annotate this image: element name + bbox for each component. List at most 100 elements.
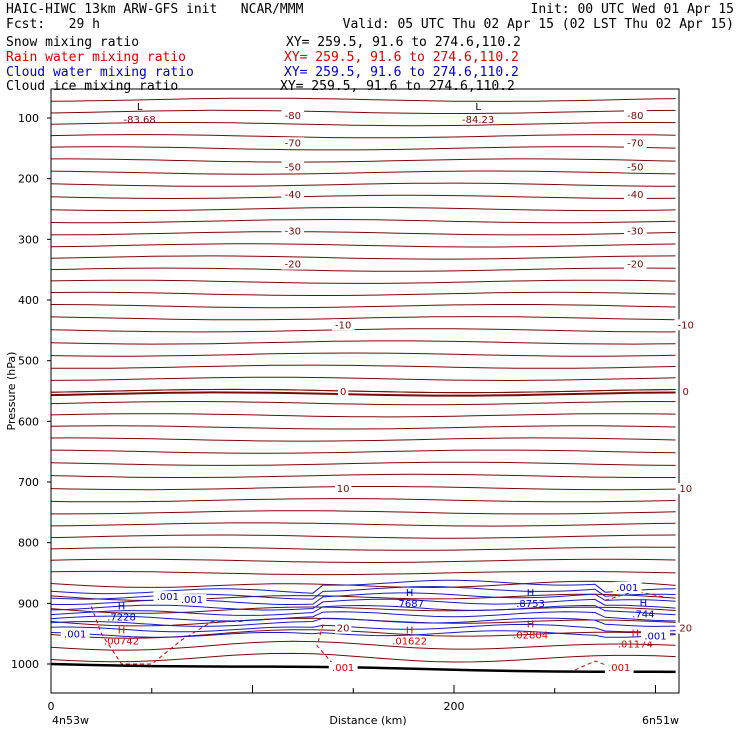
isotherm-line: [50, 328, 676, 333]
isotherm-line: [50, 170, 676, 175]
isotherm-line: [51, 158, 676, 163]
plot-frame: [50, 88, 680, 694]
isotherm-label-bg: [281, 225, 305, 237]
y-tick-label: 700: [18, 476, 39, 489]
isotherm-line: [50, 109, 676, 114]
isotherm-label: 20: [337, 624, 350, 635]
isotherm-line: [50, 652, 676, 663]
isotherm-label-bg: [331, 319, 355, 331]
isotherm-label-bg: [677, 483, 694, 495]
y-tick-label: 900: [18, 597, 39, 610]
isotherm-label: -50: [285, 163, 301, 174]
isotherm-line: [50, 243, 676, 248]
y-tick-label: 400: [18, 294, 39, 307]
isotherm-label-bg: [281, 258, 305, 270]
isotherm-label-bg: [334, 622, 352, 634]
isotherm-line: [50, 391, 676, 397]
isotherm-line: [50, 122, 676, 127]
forecast-hour: Fcst: 29 h: [6, 17, 100, 32]
isotherm-line: [50, 400, 676, 406]
high-marker: H: [406, 626, 414, 637]
isotherm-label-bg: [281, 188, 305, 200]
x-axis-label: Distance (km): [329, 714, 406, 727]
legend-snow-xy: XY= 259.5, 91.6 to 274.6,110.2: [286, 35, 521, 50]
y-tick-label: 800: [18, 537, 39, 550]
chart-labels: -80 -80 -70 -70 -50 -50 -40 -40 -30 -30 -20 -20 -10 -…: [60, 102, 698, 674]
high-marker: H: [527, 588, 535, 599]
isotherm-line: [50, 413, 676, 418]
valid-time: Valid: 05 UTC Thu 02 Apr 15 (02 LST Thu …: [342, 17, 734, 32]
isotherm-label-bg: [281, 110, 305, 121]
isotherm-label-bg: [624, 188, 647, 200]
x-endpoint-right: 6n51w: [642, 714, 679, 727]
isotherm-line: [50, 206, 676, 212]
isotherm-line: [50, 134, 676, 139]
isotherm-line: [50, 231, 676, 236]
isotherm-line: [50, 606, 676, 614]
legend-cloud-water: Cloud water mixing ratio: [6, 65, 194, 80]
y-tick-label: 600: [18, 415, 39, 428]
contour-value-label: .001: [616, 583, 638, 594]
high-marker: H: [527, 620, 535, 631]
isotherm-label-bg: [680, 386, 691, 398]
rain-water-contour: [90, 606, 243, 665]
isotherm-line: [50, 304, 676, 309]
legend-snow: Snow mixing ratio: [6, 35, 140, 50]
isotherm-line: [50, 146, 676, 151]
isotherm-label-bg: [677, 622, 694, 634]
y-axis: 100 200 300 400 500 600 700 800 900 1000: [11, 112, 51, 671]
contour-value-label-bg: [60, 628, 90, 640]
isotherm-label: -70: [627, 138, 643, 149]
contour-value-label-bg: [153, 591, 183, 603]
legend-rain-xy: XY= 259.5, 91.6 to 274.6,110.2: [284, 50, 519, 65]
isotherm-label-bg: [624, 161, 647, 173]
contour-value-label-bg: [177, 594, 207, 606]
isotherm-line: [50, 425, 676, 430]
isotherm-label-bg: [281, 137, 305, 149]
x-axis: 0 200: [48, 685, 656, 713]
isotherm-label: -10: [678, 320, 694, 331]
isotherm-label: -20: [285, 260, 301, 271]
isotherm-line: [50, 340, 676, 345]
isotherm-line: [50, 218, 676, 224]
contour-value-label: .001: [608, 663, 630, 674]
y-tick-label: 200: [18, 173, 39, 186]
isotherm-label: -30: [627, 226, 643, 237]
contour-value-label: .001: [181, 595, 203, 606]
init-time: Init: 00 UTC Wed 01 Apr 15: [530, 2, 735, 17]
isotherm-line: [50, 255, 676, 260]
rain-water-contour: [574, 660, 612, 671]
isotherm-line: [50, 449, 676, 454]
isotherm-line: [50, 461, 676, 466]
isotherm-line: [50, 388, 676, 394]
isotherm-label: -10: [335, 320, 351, 331]
legend-rain: Rain water mixing ratio: [6, 50, 187, 65]
isotherm-label-bg: [338, 386, 349, 398]
high-value: .02804: [513, 631, 548, 642]
cloud-water-contour: [50, 617, 676, 627]
terrain-line: [50, 662, 676, 674]
contour-value-label: .001: [332, 663, 354, 674]
high-value: .8753: [516, 599, 545, 610]
isotherm-label: 10: [679, 484, 692, 495]
isotherm-line: [50, 437, 676, 442]
isotherm-line: [50, 194, 676, 200]
contour-value-label-bg: [328, 662, 358, 674]
cloud-water-contour: [50, 604, 676, 616]
isotherm-label-bg: [334, 483, 352, 495]
isotherm-line: [50, 570, 676, 576]
y-tick-label: 1000: [11, 658, 39, 671]
isotherm-line: [50, 473, 676, 478]
isotherm-label: 20: [679, 624, 692, 635]
high-marker: H: [632, 629, 640, 640]
isotherm-label-bg: [281, 161, 305, 173]
y-axis-label: Pressure (hPa): [5, 352, 18, 431]
contour-value-label: .001: [644, 632, 666, 643]
low-marker: L: [475, 102, 481, 113]
isotherm-line: [50, 97, 676, 102]
legend-cloud-water-xy: XY= 259.5, 91.6 to 274.6,110.2: [284, 65, 519, 80]
isotherm-line: [50, 534, 676, 539]
contour-value-label-bg: [612, 581, 642, 593]
isotherm-label-bg: [624, 258, 647, 270]
